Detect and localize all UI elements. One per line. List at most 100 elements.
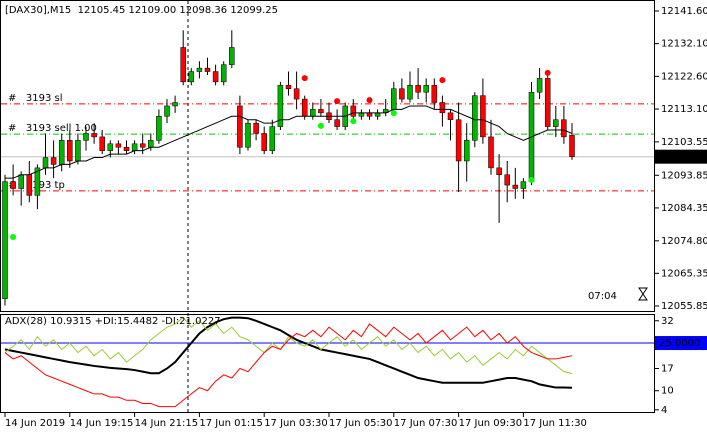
x-tick-label: 14 Jun 2019 xyxy=(5,418,65,429)
x-tick-label: 17 Jun 01:15 xyxy=(199,418,263,429)
candle-body xyxy=(91,133,97,138)
candle-body xyxy=(75,140,81,162)
last-price-label: 12099.25 xyxy=(659,152,707,163)
chart-title: [DAX30],M15 12105.45 12109.00 12098.36 1… xyxy=(5,5,278,16)
y-tick-label: 12055.85 xyxy=(661,301,707,312)
signal-dot xyxy=(544,69,551,76)
candle-body xyxy=(10,181,16,189)
bar-timer: 07:04 xyxy=(588,291,617,302)
x-tick-label: 14 Jun 19:15 xyxy=(70,418,134,429)
candle-body xyxy=(423,85,429,93)
candle-body xyxy=(50,157,57,165)
order-label: # 3193 sell 1.00 xyxy=(8,123,97,134)
candle-body xyxy=(188,71,195,83)
candle-body xyxy=(561,119,567,138)
y-tick-label: 12093.85 xyxy=(661,170,707,181)
candle-body xyxy=(261,133,267,151)
y-tick-label: 17 xyxy=(661,363,674,374)
candle-body xyxy=(536,78,543,93)
candle-body xyxy=(83,133,89,141)
x-tick-label: 17 Jun 11:30 xyxy=(523,418,587,429)
candle-body xyxy=(439,102,446,114)
candle-body xyxy=(553,119,559,127)
candle-body xyxy=(67,140,73,162)
candle-body xyxy=(463,140,470,162)
x-tick-label: 17 Jun 07:30 xyxy=(394,418,458,429)
candle-body xyxy=(204,67,211,72)
y-tick-label: 12103.55 xyxy=(661,137,707,148)
y-tick-label: 12122.60 xyxy=(661,71,707,82)
signal-dot xyxy=(350,118,357,125)
signal-dot xyxy=(528,176,535,183)
y-tick-label: 12074.80 xyxy=(661,236,707,247)
candle-body xyxy=(318,109,324,114)
candle-body xyxy=(569,135,575,157)
indicator-line xyxy=(4,316,573,374)
candle-body xyxy=(2,181,8,299)
candle-body xyxy=(212,71,219,83)
candle-body xyxy=(366,112,373,117)
candle-body xyxy=(26,174,33,196)
candle-body xyxy=(407,85,413,100)
candle-body xyxy=(455,119,462,162)
y-tick-label: 12113.10 xyxy=(661,104,707,115)
signal-dot xyxy=(301,75,308,82)
candle-body xyxy=(285,85,292,89)
x-tick-label: 17 Jun 09:30 xyxy=(459,418,523,429)
candle-body xyxy=(374,112,381,117)
last-price-box xyxy=(655,149,707,164)
hourglass-icon xyxy=(638,287,648,301)
candle-body xyxy=(164,105,170,117)
candle-body xyxy=(358,112,365,117)
candle-body xyxy=(293,88,300,100)
candle-body xyxy=(277,85,284,127)
signal-dot xyxy=(390,110,397,117)
signal-dot xyxy=(366,97,373,104)
candle-body xyxy=(148,140,154,148)
x-tick-label: 14 Jun 21:15 xyxy=(135,418,199,429)
y-tick-label: 12141.60 xyxy=(661,6,707,17)
candle-body xyxy=(520,181,527,189)
candle-body xyxy=(220,64,227,83)
candle-body xyxy=(34,167,41,196)
candle-body xyxy=(512,184,519,189)
candle-body xyxy=(504,174,510,186)
candle-body xyxy=(123,146,130,151)
candle-body xyxy=(269,126,276,151)
y-tick-label: 10 xyxy=(661,386,674,397)
candle-body xyxy=(391,88,397,110)
x-tick-label: 17 Jun 05:30 xyxy=(329,418,393,429)
x-tick-label: 17 Jun 03:30 xyxy=(264,418,328,429)
y-tick-label: 12132.10 xyxy=(661,39,707,50)
candle-body xyxy=(431,85,438,103)
candle-body xyxy=(480,95,486,138)
candle-body xyxy=(156,116,162,141)
signal-dot xyxy=(334,98,341,105)
signal-dot xyxy=(439,77,446,84)
signal-dot xyxy=(10,234,17,241)
level-label: 25.0000 xyxy=(659,338,700,349)
candle-body xyxy=(58,140,65,165)
candle-body xyxy=(229,47,235,65)
candle-body xyxy=(245,122,251,148)
candle-body xyxy=(488,136,494,169)
y-tick-label: 12084.35 xyxy=(661,203,707,214)
candle-body xyxy=(115,143,122,148)
candle-body xyxy=(139,143,146,148)
candle-body xyxy=(18,174,24,189)
signal-dot xyxy=(317,122,324,129)
indicator-frame xyxy=(0,314,655,413)
candle-body xyxy=(544,78,551,127)
candle-body xyxy=(42,157,49,169)
candle-body xyxy=(131,143,138,151)
indicator-title: ADX(28) 10.9315 +DI:15.4482 -DI:21.0227 xyxy=(5,316,221,327)
candle-body xyxy=(107,143,114,151)
candle-body xyxy=(399,88,405,100)
candle-body xyxy=(334,119,340,127)
y-tick-label: 12065.35 xyxy=(661,268,707,279)
candle-body xyxy=(99,136,105,151)
candle-body xyxy=(196,67,203,72)
order-label: # 3193 sl xyxy=(8,93,63,104)
indicator-line xyxy=(4,316,573,389)
